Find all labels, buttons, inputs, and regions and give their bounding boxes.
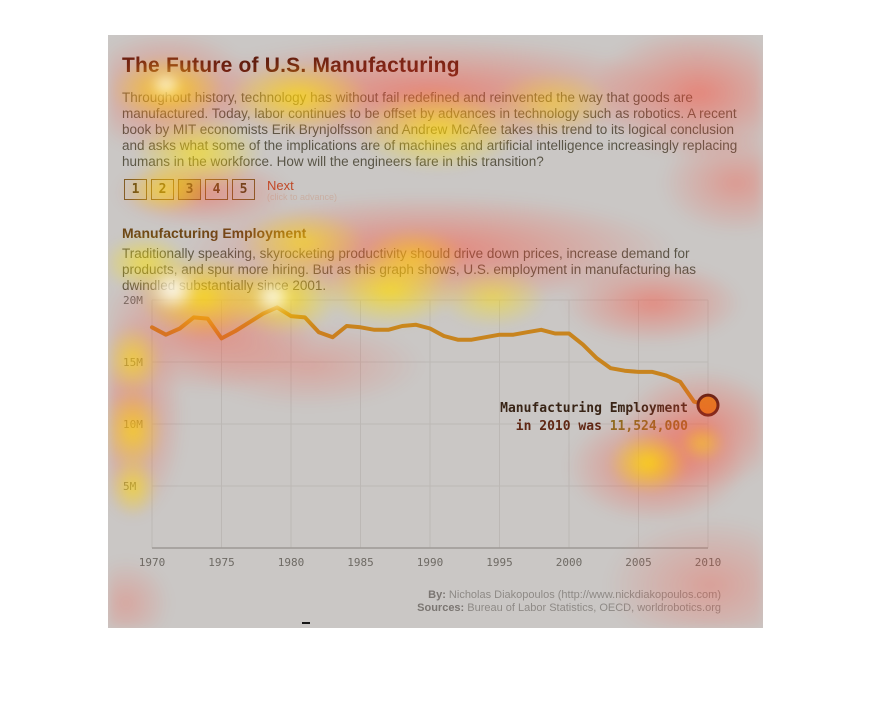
chart-end-marker <box>696 393 720 417</box>
svg-text:10M: 10M <box>123 418 143 431</box>
svg-text:1980: 1980 <box>278 556 305 569</box>
svg-text:1990: 1990 <box>417 556 444 569</box>
content-card: The Future of U.S. Manufacturing Through… <box>108 35 763 628</box>
chart-annotation: Manufacturing Employment in 2010 was 11,… <box>500 400 688 436</box>
employment-line-chart: 20M 15M 10M 5M 1970 1975 1980 1985 1990 1995 2000 2… <box>123 294 722 569</box>
svg-text:2010: 2010 <box>695 556 722 569</box>
annotation-line1: Manufacturing Employment <box>500 401 688 416</box>
sources-line: Sources: Bureau of Labor Statistics, OEC… <box>417 602 721 615</box>
credits: By: Nicholas Diakopoulos (http://www.nic… <box>417 589 721 615</box>
stray-mark <box>302 622 310 624</box>
svg-text:1975: 1975 <box>208 556 235 569</box>
sources-text: Bureau of Labor Statistics, OECD, worldr… <box>464 602 721 614</box>
svg-text:15M: 15M <box>123 356 143 369</box>
annotation-line2: in 2010 was 11,524,000 <box>500 418 688 436</box>
svg-text:2000: 2000 <box>556 556 583 569</box>
svg-text:2005: 2005 <box>625 556 652 569</box>
byline-text[interactable]: Nicholas Diakopoulos (http://www.nickdia… <box>445 589 721 601</box>
annotation-prefix: in 2010 was <box>515 419 610 434</box>
svg-text:1995: 1995 <box>486 556 513 569</box>
svg-text:20M: 20M <box>123 294 143 307</box>
svg-text:5M: 5M <box>123 480 137 493</box>
svg-text:1970: 1970 <box>139 556 166 569</box>
byline-label: By: <box>428 589 446 601</box>
sources-label: Sources: <box>417 602 465 614</box>
byline: By: Nicholas Diakopoulos (http://www.nic… <box>417 589 721 602</box>
svg-text:1985: 1985 <box>347 556 374 569</box>
annotation-value: 11,524,000 <box>609 419 688 434</box>
